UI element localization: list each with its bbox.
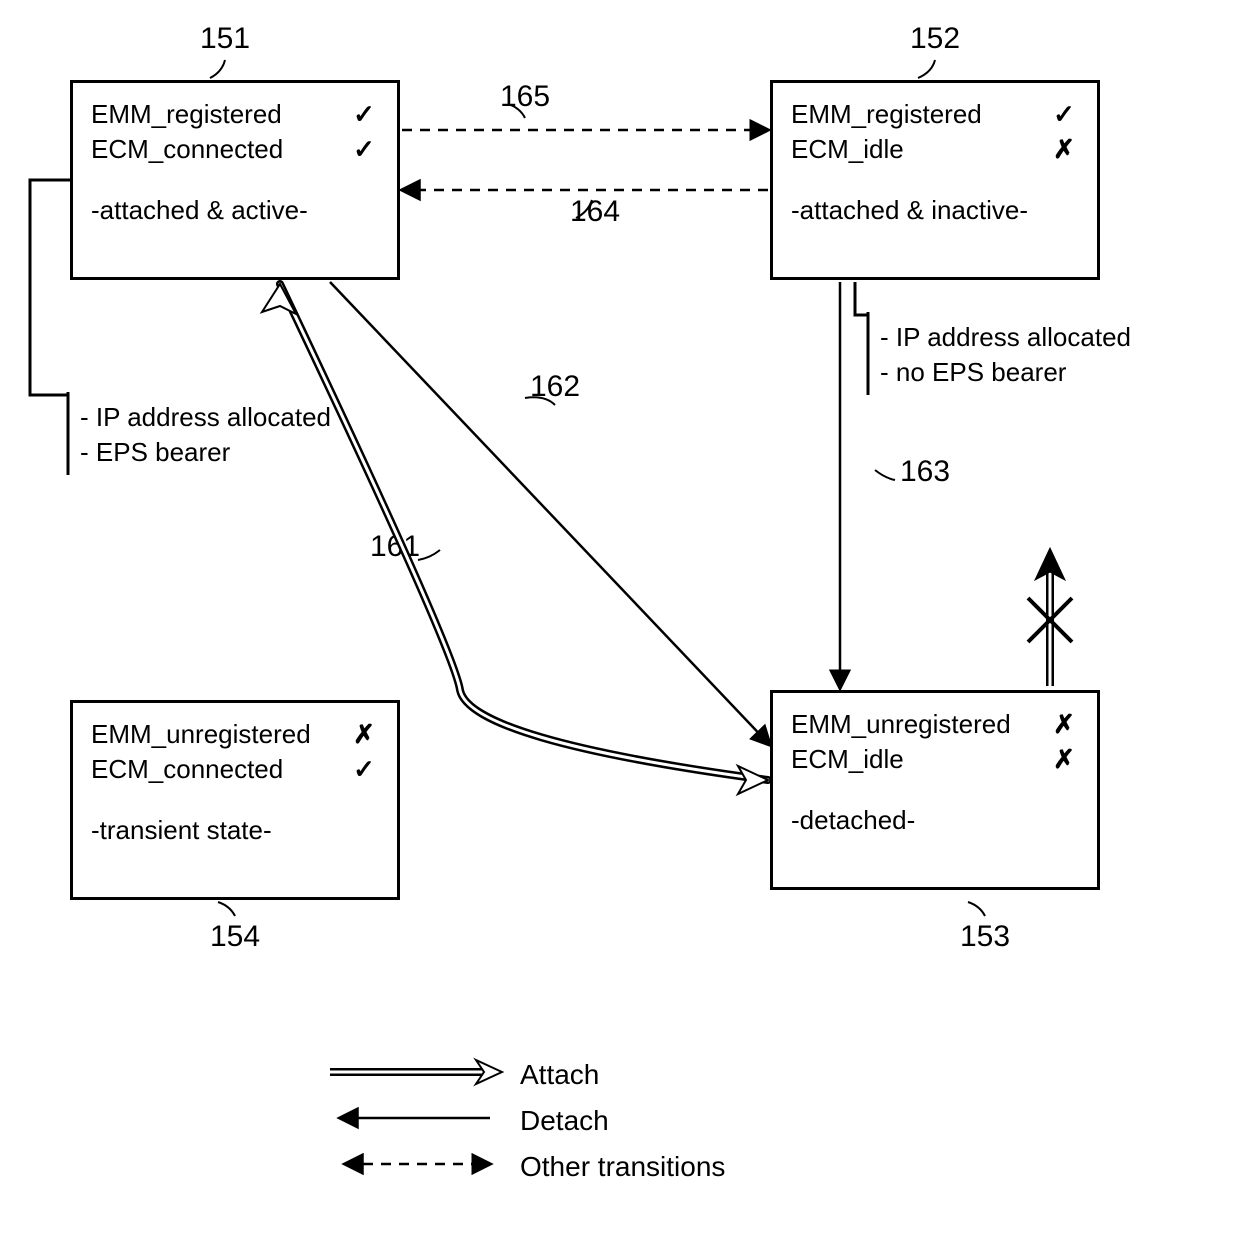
state-153-line1: EMM_unregistered xyxy=(791,707,1011,742)
ref-152: 152 xyxy=(910,22,960,56)
state-154-line1: EMM_unregistered xyxy=(91,717,311,752)
state-151: EMM_registered ✓ ECM_connected ✓ -attach… xyxy=(70,80,400,280)
state-154: EMM_unregistered ✗ ECM_connected ✓ -tran… xyxy=(70,700,400,900)
cross-icon: ✗ xyxy=(1049,132,1079,167)
state-151-line1: EMM_registered xyxy=(91,97,282,132)
ref-154: 154 xyxy=(210,920,260,954)
ref-153: 153 xyxy=(960,920,1010,954)
edge-label-163: 163 xyxy=(900,455,950,489)
edge-label-164: 164 xyxy=(570,195,620,229)
check-icon: ✓ xyxy=(349,97,379,132)
state-154-desc: -transient state- xyxy=(91,815,379,846)
state-151-desc: -attached & active- xyxy=(91,195,379,226)
edge-label-165: 165 xyxy=(500,80,550,114)
state-153-line2: ECM_idle xyxy=(791,742,904,777)
state-154-line2: ECM_connected xyxy=(91,752,283,787)
state-152-line2: ECM_idle xyxy=(791,132,904,167)
check-icon: ✓ xyxy=(349,132,379,167)
state-152-desc: -attached & inactive- xyxy=(791,195,1079,226)
note-151-line1: - IP address allocated xyxy=(80,400,331,435)
legend-other-label: Other transitions xyxy=(520,1151,725,1183)
state-152-line1: EMM_registered xyxy=(791,97,982,132)
note-152-line2: - no EPS bearer xyxy=(880,355,1131,390)
cross-icon: ✗ xyxy=(1049,742,1079,777)
ref-151: 151 xyxy=(200,22,250,56)
legend: Attach Detach Other transitions xyxy=(520,1052,725,1190)
state-152: EMM_registered ✓ ECM_idle ✗ -attached & … xyxy=(770,80,1100,280)
note-152-line1: - IP address allocated xyxy=(880,320,1131,355)
note-152: - IP address allocated - no EPS bearer xyxy=(880,320,1131,390)
cross-icon: ✗ xyxy=(1049,707,1079,742)
edge-label-162: 162 xyxy=(530,370,580,404)
state-diagram: 151 152 153 154 EMM_registered ✓ ECM_con… xyxy=(0,0,1240,1254)
state-153-desc: -detached- xyxy=(791,805,1079,836)
state-151-line2: ECM_connected xyxy=(91,132,283,167)
cross-icon: ✗ xyxy=(349,717,379,752)
state-153: EMM_unregistered ✗ ECM_idle ✗ -detached- xyxy=(770,690,1100,890)
check-icon: ✓ xyxy=(1049,97,1079,132)
check-icon: ✓ xyxy=(349,752,379,787)
legend-attach-label: Attach xyxy=(520,1059,599,1091)
note-151: - IP address allocated - EPS bearer xyxy=(80,400,331,470)
note-151-line2: - EPS bearer xyxy=(80,435,331,470)
edge-label-161: 161 xyxy=(370,530,420,564)
legend-detach-label: Detach xyxy=(520,1105,609,1137)
